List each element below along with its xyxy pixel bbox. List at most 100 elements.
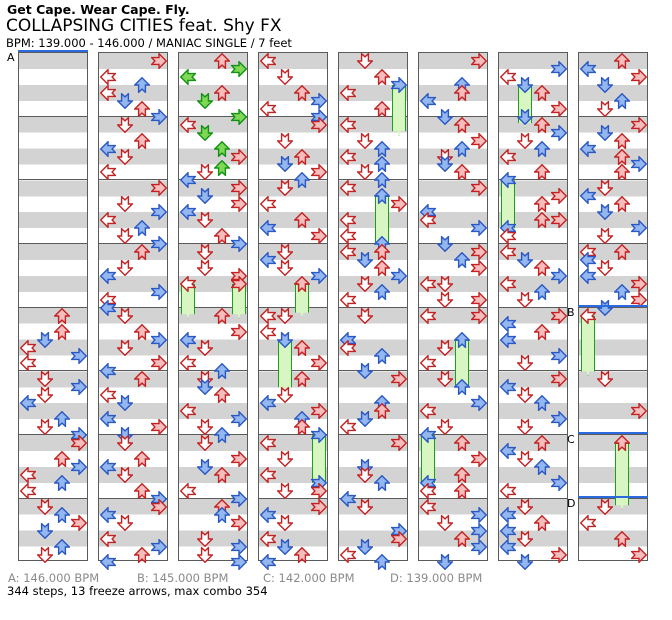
note-arrow-left-icon bbox=[499, 148, 517, 166]
note-arrow-left-icon bbox=[499, 243, 517, 261]
note-arrow-down-icon bbox=[436, 553, 454, 571]
note-arrow-left-icon bbox=[579, 307, 597, 325]
measure-line bbox=[579, 116, 647, 117]
note-arrow-down-icon bbox=[516, 386, 534, 404]
measure-line bbox=[259, 243, 327, 244]
note-arrow-left-icon bbox=[99, 163, 117, 181]
artist-name: Get Cape. Wear Cape. Fly. bbox=[7, 2, 190, 17]
note-arrow-up-icon bbox=[373, 140, 391, 158]
note-arrow-down-icon bbox=[516, 251, 534, 269]
measure-line bbox=[499, 498, 567, 499]
note-arrow-right-icon bbox=[230, 514, 248, 532]
note-arrow-down-icon bbox=[196, 243, 214, 261]
note-arrow-up-icon bbox=[133, 323, 151, 341]
note-arrow-left-icon bbox=[99, 458, 117, 476]
measure-line bbox=[339, 116, 407, 117]
note-arrow-down-icon bbox=[516, 418, 534, 436]
note-arrow-up-icon bbox=[373, 100, 391, 118]
note-arrow-up-icon bbox=[453, 163, 471, 181]
note-arrow-down-icon bbox=[36, 370, 54, 388]
note-arrow-right-icon bbox=[390, 267, 408, 285]
note-arrow-up-icon bbox=[53, 506, 71, 524]
note-arrow-down-icon bbox=[116, 148, 134, 166]
note-arrow-down-icon bbox=[436, 370, 454, 388]
note-arrow-up-icon bbox=[133, 370, 151, 388]
note-arrow-right-icon bbox=[470, 506, 488, 524]
note-arrow-right-icon bbox=[630, 219, 648, 237]
note-arrow-right-icon bbox=[150, 179, 168, 197]
note-arrow-down-icon bbox=[516, 354, 534, 372]
note-arrow-down-icon bbox=[196, 163, 214, 181]
note-arrow-up-icon bbox=[53, 323, 71, 341]
note-arrow-up-icon bbox=[453, 140, 471, 158]
note-arrow-down-icon bbox=[596, 498, 614, 516]
note-arrow-left-icon bbox=[499, 171, 517, 189]
note-arrow-right-icon bbox=[630, 402, 648, 420]
note-arrow-left-icon bbox=[99, 362, 117, 380]
note-arrow-left-icon bbox=[579, 60, 597, 78]
note-arrow-left-icon bbox=[259, 251, 277, 269]
note-arrow-left-icon bbox=[579, 251, 597, 269]
note-arrow-up-icon bbox=[133, 132, 151, 150]
note-arrow-left-icon bbox=[179, 68, 197, 86]
note-arrow-right-icon bbox=[230, 323, 248, 341]
measure-line bbox=[179, 307, 247, 308]
note-arrow-down-icon bbox=[276, 386, 294, 404]
note-arrow-down-icon bbox=[196, 187, 214, 205]
note-arrow-up-icon bbox=[213, 140, 231, 158]
measure-line bbox=[339, 370, 407, 371]
note-arrow-up-icon bbox=[533, 514, 551, 532]
note-arrow-left-icon bbox=[339, 339, 357, 357]
note-arrow-up-icon bbox=[613, 163, 631, 181]
measure-line bbox=[419, 243, 487, 244]
note-arrow-right-icon bbox=[550, 60, 568, 78]
note-arrow-down-icon bbox=[276, 243, 294, 261]
note-arrow-down-icon bbox=[36, 522, 54, 540]
note-arrow-up-icon bbox=[533, 323, 551, 341]
note-arrow-down-icon bbox=[596, 227, 614, 245]
note-arrow-down-icon bbox=[116, 116, 134, 134]
note-arrow-up-icon bbox=[293, 546, 311, 564]
measure-line bbox=[579, 307, 647, 308]
note-arrow-down-icon bbox=[276, 514, 294, 532]
measure-line bbox=[339, 498, 407, 499]
measure-line bbox=[99, 179, 167, 180]
note-arrow-left-icon bbox=[339, 227, 357, 245]
note-arrow-up-icon bbox=[453, 482, 471, 500]
note-arrow-left-icon bbox=[339, 179, 357, 197]
note-arrow-right-icon bbox=[230, 148, 248, 166]
measure-line bbox=[499, 307, 567, 308]
bpm-section-b-label: B: 145.000 BPM bbox=[137, 571, 229, 585]
song-title: COLLAPSING CITIES feat. Shy FX bbox=[6, 16, 282, 36]
note-arrow-right-icon bbox=[550, 124, 568, 142]
note-arrow-down-icon bbox=[596, 76, 614, 94]
note-arrow-up-icon bbox=[53, 410, 71, 428]
note-arrow-down-icon bbox=[516, 291, 534, 309]
note-arrow-down-icon bbox=[516, 553, 534, 571]
measure-line bbox=[499, 116, 567, 117]
note-arrow-right-icon bbox=[470, 259, 488, 277]
note-arrow-down-icon bbox=[436, 291, 454, 309]
measure-line bbox=[339, 243, 407, 244]
note-arrow-down-icon bbox=[116, 339, 134, 357]
note-arrow-right-icon bbox=[470, 179, 488, 197]
note-arrow-left-icon bbox=[179, 331, 197, 349]
note-arrow-down-icon bbox=[436, 108, 454, 126]
note-arrow-right-icon bbox=[310, 92, 328, 110]
note-arrow-down-icon bbox=[516, 450, 534, 468]
note-arrow-left-icon bbox=[99, 84, 117, 102]
note-arrow-down-icon bbox=[356, 52, 374, 70]
note-arrow-left-icon bbox=[259, 195, 277, 213]
note-arrow-right-icon bbox=[230, 553, 248, 571]
note-arrow-up-icon bbox=[613, 195, 631, 213]
note-arrow-left-icon bbox=[499, 378, 517, 396]
note-arrow-left-icon bbox=[259, 394, 277, 412]
note-arrow-left-icon bbox=[419, 275, 437, 293]
note-arrow-right-icon bbox=[70, 458, 88, 476]
note-arrow-up-icon bbox=[133, 76, 151, 94]
note-arrow-down-icon bbox=[276, 538, 294, 556]
note-arrow-down-icon bbox=[116, 195, 134, 213]
measure-line bbox=[99, 116, 167, 117]
note-arrow-down-icon bbox=[356, 275, 374, 293]
note-arrow-left-icon bbox=[339, 490, 357, 508]
